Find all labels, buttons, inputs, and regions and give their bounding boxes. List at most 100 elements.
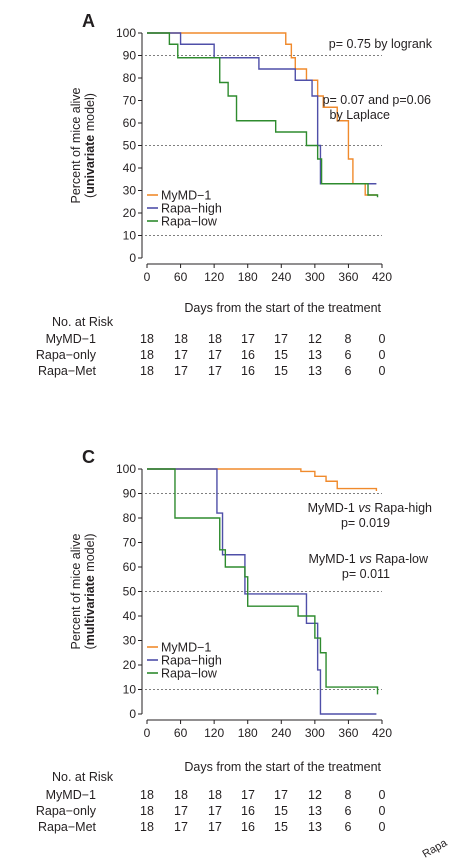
y-tick-label: 90 xyxy=(123,49,137,63)
legend-label: MyMD−1 xyxy=(161,641,211,655)
annotation-part: MyMD-1 xyxy=(308,501,359,515)
survival-curve-mymd-1 xyxy=(147,468,378,492)
x-tick-label: 240 xyxy=(271,726,291,740)
x-tick-label: 120 xyxy=(204,270,224,284)
annotation-text: by Laplace xyxy=(330,108,391,122)
y-tick-label: 50 xyxy=(123,139,137,153)
y-tick-label: 40 xyxy=(123,609,137,623)
risk-cell: 0 xyxy=(379,364,386,378)
risk-cell: 17 xyxy=(174,804,188,818)
y-tick-label: 0 xyxy=(129,707,136,721)
annotation-part: Rapa-low xyxy=(372,552,429,566)
y-label-close: model) xyxy=(83,93,97,135)
y-tick-label: 20 xyxy=(123,658,137,672)
risk-cell: 12 xyxy=(308,788,322,802)
x-tick-label: 420 xyxy=(372,726,392,740)
y-tick-label: 10 xyxy=(123,229,137,243)
x-tick-label: 420 xyxy=(372,270,392,284)
risk-cell: 16 xyxy=(241,364,255,378)
risk-cell: 15 xyxy=(274,364,288,378)
risk-cell: 18 xyxy=(208,788,222,802)
risk-cell: 17 xyxy=(241,332,255,346)
risk-cell: 17 xyxy=(208,364,222,378)
risk-row-label: Rapa−Met xyxy=(38,364,97,378)
x-tick-label: 60 xyxy=(174,726,188,740)
annotation-text: p= 0.019 xyxy=(341,516,390,530)
x-tick-label: 0 xyxy=(144,270,151,284)
annotation-text: MyMD-1 vs Rapa-high xyxy=(308,501,432,515)
x-tick-label: 240 xyxy=(271,270,291,284)
risk-cell: 18 xyxy=(140,788,154,802)
x-tick-label: 360 xyxy=(338,726,358,740)
risk-cell: 0 xyxy=(379,788,386,802)
risk-cell: 0 xyxy=(379,332,386,346)
risk-cell: 18 xyxy=(140,804,154,818)
risk-row-label: Rapa−only xyxy=(36,804,97,818)
risk-cell: 0 xyxy=(379,820,386,834)
risk-row-label: MyMD−1 xyxy=(46,332,96,346)
risk-cell: 17 xyxy=(174,820,188,834)
y-tick-label: 60 xyxy=(123,560,137,574)
risk-cell: 15 xyxy=(274,804,288,818)
x-tick-label: 360 xyxy=(338,270,358,284)
risk-cell: 15 xyxy=(274,348,288,362)
y-tick-label: 60 xyxy=(123,116,137,130)
risk-cell: 12 xyxy=(308,332,322,346)
y-label-close: model) xyxy=(83,533,97,575)
risk-cell: 0 xyxy=(379,348,386,362)
risk-cell: 0 xyxy=(379,804,386,818)
legend-label: Rapa−high xyxy=(161,202,222,216)
y-axis-label-model: (univariate model) xyxy=(83,93,97,198)
annotation-text: p= 0.75 by logrank xyxy=(329,37,433,51)
annotation-part: Rapa-high xyxy=(371,501,432,515)
legend-label: Rapa−high xyxy=(161,654,222,668)
x-tick-label: 180 xyxy=(238,270,258,284)
legend-label: Rapa−low xyxy=(161,667,218,681)
y-tick-label: 30 xyxy=(123,634,137,648)
risk-cell: 17 xyxy=(174,348,188,362)
y-label-open: ( xyxy=(83,193,97,198)
x-tick-label: 300 xyxy=(305,726,325,740)
risk-cell: 13 xyxy=(308,804,322,818)
y-tick-label: 50 xyxy=(123,585,137,599)
risk-cell: 17 xyxy=(208,820,222,834)
x-tick-label: 60 xyxy=(174,270,188,284)
corner-text-fragment: Rapa xyxy=(421,837,451,860)
y-tick-label: 90 xyxy=(123,487,137,501)
risk-cell: 6 xyxy=(345,820,352,834)
risk-cell: 6 xyxy=(345,804,352,818)
y-axis-label: Percent of mice alive xyxy=(69,87,83,203)
risk-cell: 18 xyxy=(208,332,222,346)
x-tick-label: 300 xyxy=(305,270,325,284)
survival-curve-rapa-high xyxy=(147,468,377,715)
x-tick-label: 180 xyxy=(238,726,258,740)
risk-cell: 18 xyxy=(174,332,188,346)
legend-label: MyMD−1 xyxy=(161,189,211,203)
panel-letter: C xyxy=(82,447,95,467)
risk-cell: 16 xyxy=(241,348,255,362)
y-tick-label: 0 xyxy=(129,251,136,265)
risk-cell: 16 xyxy=(241,820,255,834)
risk-cell: 17 xyxy=(208,804,222,818)
y-tick-label: 10 xyxy=(123,683,137,697)
y-tick-label: 80 xyxy=(123,71,137,85)
risk-cell: 8 xyxy=(345,332,352,346)
risk-cell: 18 xyxy=(140,820,154,834)
y-label-model-type: multivariate xyxy=(83,575,97,645)
survival-curve-rapa-high xyxy=(147,32,377,185)
risk-cell: 8 xyxy=(345,788,352,802)
annotation-part: MyMD-1 xyxy=(309,552,360,566)
panel-letter: A xyxy=(82,11,95,31)
risk-row-label: Rapa−Met xyxy=(38,820,97,834)
risk-row-label: Rapa−only xyxy=(36,348,97,362)
risk-cell: 16 xyxy=(241,804,255,818)
y-label-model-type: univariate xyxy=(83,135,97,194)
risk-cell: 17 xyxy=(208,348,222,362)
annotation-italic: vs xyxy=(358,501,371,515)
risk-cell: 18 xyxy=(140,364,154,378)
risk-table-header: No. at Risk xyxy=(52,770,114,784)
y-axis-label-model: (multivariate model) xyxy=(83,533,97,649)
